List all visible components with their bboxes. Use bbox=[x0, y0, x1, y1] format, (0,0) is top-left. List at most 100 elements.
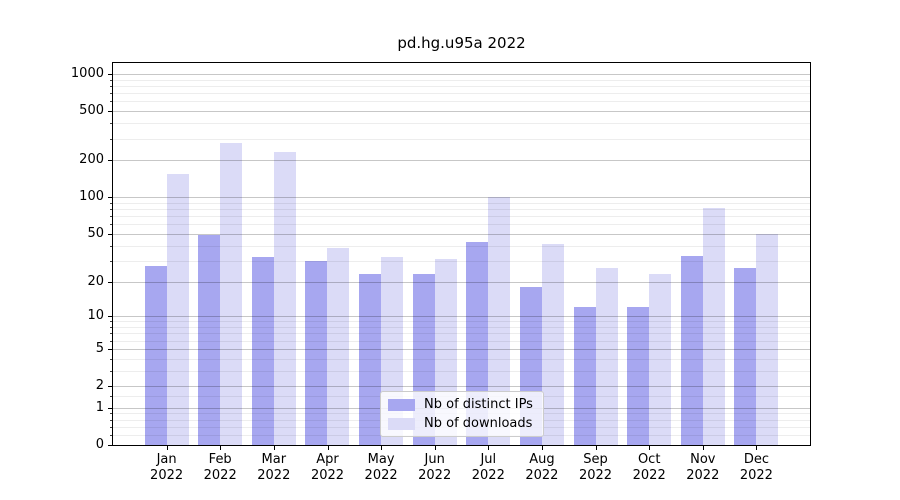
x-axis-tick bbox=[649, 446, 651, 450]
x-axis-tick bbox=[702, 446, 704, 450]
legend-label-downloads: Nb of downloads bbox=[424, 416, 533, 431]
y-axis-minor-tick bbox=[110, 209, 113, 210]
y-tick-label: 500 bbox=[79, 103, 104, 119]
x-tick-year: 2022 bbox=[471, 468, 505, 483]
legend-swatch-downloads bbox=[388, 417, 415, 430]
y-axis-minor-tick bbox=[110, 138, 113, 140]
x-tick-year: 2022 bbox=[418, 468, 452, 483]
x-tick-label: May 2022 bbox=[354, 452, 408, 484]
bar-downloads-mar bbox=[273, 151, 296, 445]
y-tick-label: 0 bbox=[95, 437, 104, 452]
x-tick-year: 2022 bbox=[310, 468, 345, 483]
y-axis-minor-tick bbox=[110, 245, 113, 247]
bar-distinct-ips-oct bbox=[627, 307, 650, 445]
y-tick-label: 5 bbox=[95, 340, 104, 356]
x-axis-tick bbox=[595, 446, 597, 450]
y-axis-minor-tick bbox=[110, 321, 113, 323]
x-tick-year: 2022 bbox=[686, 468, 720, 483]
y-axis-minor-tick bbox=[110, 202, 113, 204]
gridline-minor bbox=[113, 370, 810, 372]
y-tick-label: 1 bbox=[95, 399, 104, 415]
legend-swatch-distinct-ips bbox=[388, 398, 415, 411]
x-tick-month: Feb bbox=[208, 452, 232, 467]
x-tick-label: Sep 2022 bbox=[569, 452, 623, 484]
x-axis-tick bbox=[273, 446, 275, 450]
bar-distinct-ips-mar bbox=[251, 257, 274, 445]
y-axis-minor-tick bbox=[110, 327, 113, 328]
x-tick-month: Aug bbox=[529, 452, 555, 467]
bar-downloads-sep bbox=[595, 268, 618, 445]
x-tick-month: Nov bbox=[690, 452, 716, 467]
x-tick-label: Dec 2022 bbox=[729, 452, 783, 484]
bar-distinct-ips-may bbox=[359, 274, 382, 445]
legend: Nb of distinct IPs Nb of downloads bbox=[380, 391, 544, 437]
x-tick-label: Feb 2022 bbox=[193, 452, 247, 484]
bar-distinct-ips-dec bbox=[734, 268, 757, 445]
gridline-major bbox=[113, 160, 810, 162]
y-axis-minor-tick bbox=[110, 333, 113, 335]
y-axis-minor-tick bbox=[110, 79, 113, 81]
x-tick-year: 2022 bbox=[578, 468, 613, 483]
y-axis-minor-tick bbox=[110, 395, 113, 397]
gridline-minor bbox=[113, 340, 810, 342]
x-tick-year: 2022 bbox=[203, 468, 237, 483]
y-axis-tick bbox=[108, 348, 113, 350]
x-tick-year: 2022 bbox=[739, 468, 773, 483]
x-tick-year: 2022 bbox=[257, 468, 291, 483]
bar-distinct-ips-sep bbox=[573, 307, 596, 445]
x-tick-month: May bbox=[367, 452, 395, 467]
bar-distinct-ips-feb bbox=[198, 234, 221, 445]
gridline-minor bbox=[113, 93, 810, 95]
y-axis-minor-tick bbox=[110, 123, 113, 125]
y-axis-tick bbox=[108, 74, 113, 75]
bar-downloads-jul bbox=[488, 196, 511, 445]
y-axis-tick bbox=[108, 445, 113, 446]
x-tick-month: Jul bbox=[480, 452, 497, 467]
gridline-minor bbox=[113, 123, 810, 125]
bar-downloads-dec bbox=[756, 233, 779, 445]
bar-downloads-apr bbox=[327, 248, 350, 445]
x-tick-label: Mar 2022 bbox=[247, 452, 301, 484]
bar-downloads-jan bbox=[166, 174, 189, 445]
y-axis-minor-tick bbox=[110, 340, 113, 342]
y-axis-minor-tick bbox=[110, 93, 113, 95]
x-tick-year: 2022 bbox=[632, 468, 666, 483]
bar-distinct-ips-apr bbox=[305, 260, 328, 445]
x-axis-tick bbox=[166, 446, 168, 450]
x-tick-year: 2022 bbox=[525, 468, 559, 483]
gridline-minor bbox=[113, 209, 810, 210]
plot-area bbox=[112, 62, 811, 446]
gridline-major bbox=[113, 111, 810, 113]
legend-label-distinct-ips: Nb of distinct IPs bbox=[424, 397, 533, 412]
chart-title: pd.hg.u95a 2022 bbox=[397, 34, 526, 52]
gridline-minor bbox=[113, 224, 810, 226]
gridline-major bbox=[113, 386, 810, 387]
x-tick-label: Apr 2022 bbox=[301, 452, 355, 484]
x-tick-month: Apr bbox=[316, 452, 339, 467]
x-tick-label: Nov 2022 bbox=[676, 452, 730, 484]
y-axis-tick bbox=[108, 111, 113, 113]
bar-downloads-feb bbox=[220, 143, 243, 445]
y-axis-minor-tick bbox=[110, 224, 113, 226]
y-axis-minor-tick bbox=[110, 216, 113, 218]
x-axis-tick bbox=[756, 446, 758, 450]
y-tick-label: 1000 bbox=[70, 66, 104, 81]
x-axis-tick bbox=[434, 446, 436, 450]
x-tick-year: 2022 bbox=[364, 468, 398, 483]
gridline-minor bbox=[113, 216, 810, 218]
gridline-minor bbox=[113, 101, 810, 103]
gridline-minor bbox=[113, 327, 810, 328]
y-axis-minor-tick bbox=[110, 426, 113, 428]
x-tick-label: Jan 2022 bbox=[140, 452, 194, 484]
y-axis-minor-tick bbox=[110, 435, 113, 437]
y-axis-tick bbox=[108, 316, 113, 318]
gridline-major bbox=[113, 281, 810, 283]
gridline-minor bbox=[113, 86, 810, 87]
y-axis-tick bbox=[108, 407, 113, 409]
y-axis-minor-tick bbox=[110, 413, 113, 415]
y-axis-tick bbox=[108, 233, 113, 235]
gridline-major bbox=[113, 445, 810, 446]
gridline-minor bbox=[113, 79, 810, 81]
x-axis-tick bbox=[220, 446, 222, 450]
